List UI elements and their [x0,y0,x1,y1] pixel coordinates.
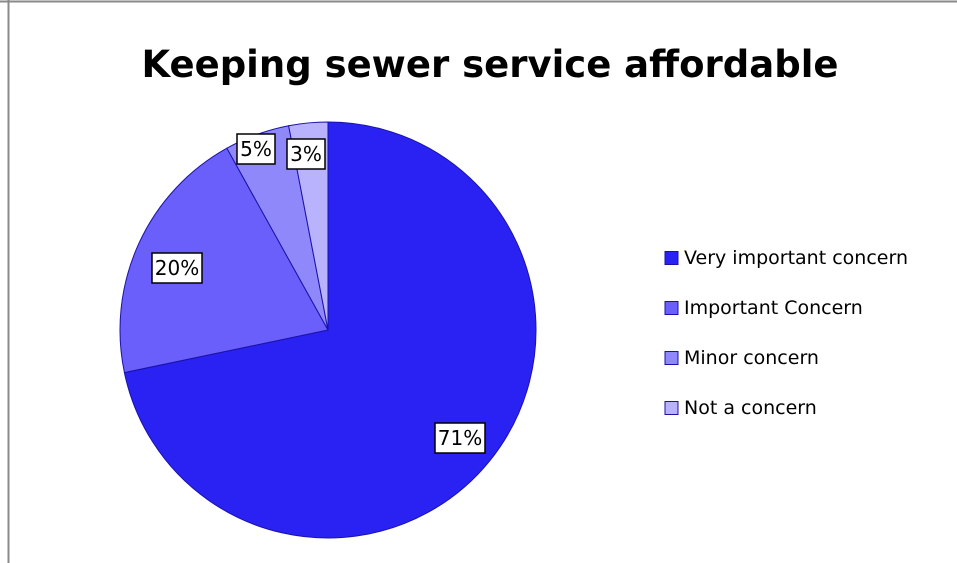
data-label-text: 3% [290,142,322,166]
legend-item: Important Concern [664,297,863,319]
legend-swatch [664,351,679,365]
data-label-box [434,422,486,454]
legend-swatch [664,401,679,415]
legend-label: Very important concern [684,247,908,269]
legend-label: Not a concern [684,397,817,419]
legend-label: Important Concern [684,297,863,319]
pie-slice-not-a-concern [288,121,329,331]
legend-swatch [664,251,679,265]
data-label-box [151,252,203,284]
data-label-text: 20% [155,256,199,280]
data-label: 3% [286,138,326,170]
data-labels: 71% 20% 5% 3% [151,133,486,454]
pie-slices [119,121,537,539]
data-label-box [236,133,276,165]
legend-item: Not a concern [664,397,817,419]
chart-title: Keeping sewer service affordable [141,43,838,86]
legend-item: Minor concern [664,347,819,369]
data-label: 71% [434,422,486,454]
data-label-text: 71% [438,426,482,450]
legend-swatch [664,301,679,315]
legend-item: Very important concern [664,247,908,269]
data-label-box [286,138,326,170]
pie-slice-important-concern [119,147,329,374]
legend-label: Minor concern [684,347,819,369]
data-label: 5% [236,133,276,165]
data-label-text: 5% [240,137,272,161]
pie-slice-very-important-concern [123,121,537,539]
legend: Very important concern Important Concern M… [664,247,908,419]
data-label: 20% [151,252,203,284]
